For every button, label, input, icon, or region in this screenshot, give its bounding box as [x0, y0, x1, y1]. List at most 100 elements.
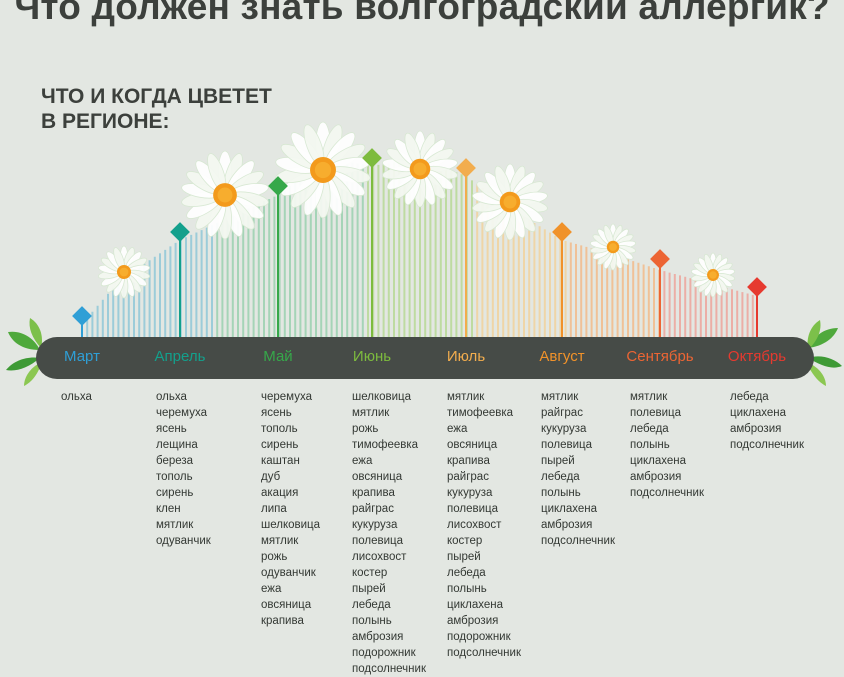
daisy-icon [275, 121, 371, 219]
daisy-icon [472, 163, 548, 241]
plant-item: амброзия [447, 615, 499, 627]
plant-item: кукуруза [447, 487, 493, 499]
month-label: Сентябрь [626, 348, 694, 365]
plant-item: акация [261, 487, 299, 499]
plant-item: костер [352, 567, 388, 579]
plant-list: мятлик полевица лебеда полынь циклахена амбро… [630, 389, 704, 501]
plant-item: овсяница [261, 599, 312, 611]
plant-item: кукуруза [541, 423, 587, 435]
plant-item: рожь [261, 551, 288, 563]
plant-item: циклахена [541, 503, 598, 515]
daisy-icon [97, 245, 151, 299]
plant-item: лебеда [541, 471, 580, 483]
plant-item: циклахена [447, 599, 504, 611]
plant-item: мятлик [630, 391, 668, 403]
plant-item: ольха [61, 391, 92, 403]
timeline-bar [36, 337, 814, 379]
plant-item: каштан [261, 455, 300, 467]
plant-item: шелковица [352, 391, 412, 403]
plant-item: полевица [352, 535, 403, 547]
plant-item: лебеда [630, 423, 669, 435]
plant-item: амброзия [352, 631, 404, 643]
plant-item: мятлик [541, 391, 579, 403]
subtitle-line-2: В РЕГИОНЕ: [41, 110, 170, 133]
daisy-icon [589, 223, 637, 271]
plant-list: мятлик тимофеевка ежа овсяница крапива райгра… [447, 389, 521, 661]
plant-item: тимофеевка [352, 439, 419, 451]
plant-item: одуванчик [156, 535, 211, 547]
plant-item: райграс [541, 407, 583, 419]
plant-item: тополь [156, 471, 193, 483]
plant-item: тимофеевка [447, 407, 514, 419]
plant-item: лебеда [352, 599, 391, 611]
month-label: Июль [446, 348, 486, 365]
month-marker [268, 176, 288, 338]
plant-item: мятлик [447, 391, 485, 403]
plant-list: черемуха ясень тополь сирень каштан дуб акация… [261, 389, 320, 629]
month-label: Август [539, 348, 585, 365]
plant-item: шелковица [261, 519, 321, 531]
plant-item: лисохвост [352, 551, 407, 563]
plant-item: подорожник [447, 631, 511, 643]
plant-item: ясень [156, 423, 187, 435]
plant-item: липа [261, 503, 287, 515]
plant-item: пырей [541, 455, 575, 467]
plant-item: полынь [541, 487, 581, 499]
plant-item: сирень [156, 487, 194, 499]
plant-item: подорожник [352, 647, 416, 659]
daisies [97, 121, 736, 299]
plant-list: лебеда циклахена амброзия подсолнечник [730, 389, 804, 453]
plant-item: ежа [447, 423, 468, 435]
plant-item: дуб [261, 471, 281, 483]
plant-item: лебеда [447, 567, 486, 579]
plant-item: кукуруза [352, 519, 398, 531]
month-marker [72, 306, 92, 338]
plant-item: черемуха [261, 391, 312, 403]
plant-item: циклахена [730, 407, 787, 419]
plant-item: ежа [352, 455, 373, 467]
left-leaves [6, 318, 42, 386]
plant-item: пырей [352, 583, 386, 595]
plant-item: подсолнечник [541, 535, 615, 547]
subtitle: ЧТО И КОГДА ЦВЕТЕТ В РЕГИОНЕ: [41, 84, 272, 134]
plant-item: подсолнечник [730, 439, 804, 451]
month-label: Апрель [154, 348, 206, 365]
plant-item: лещина [156, 439, 198, 451]
plant-item: подсолнечник [352, 663, 426, 675]
plant-item: черемуха [156, 407, 207, 419]
month-marker [747, 277, 767, 338]
page-title: Что должен знать волгоградский аллергик? [14, 0, 830, 27]
plant-item: пырей [447, 551, 481, 563]
plant-list: шелковица мятлик рожь тимофеевка ежа овсяница… [352, 389, 426, 677]
plant-item: полынь [447, 583, 487, 595]
month-label: Июнь [352, 348, 392, 365]
plant-item: подсолнечник [630, 487, 704, 499]
plant-item: амброзия [630, 471, 682, 483]
plant-item: ежа [261, 583, 282, 595]
plant-item: ясень [261, 407, 292, 419]
plant-item: крапива [261, 615, 304, 627]
plant-item: овсяница [352, 471, 403, 483]
month-marker [362, 148, 382, 338]
plant-item: крапива [352, 487, 395, 499]
plant-item: лисохвост [447, 519, 502, 531]
plant-list: ольха [61, 389, 92, 405]
plant-item: мятлик [261, 535, 299, 547]
daisy-icon [690, 252, 736, 298]
plant-item: райграс [447, 471, 489, 483]
plant-list: ольха черемуха ясень лещина береза тополь сире… [156, 389, 211, 549]
plant-item: мятлик [156, 519, 194, 531]
plant-item: клен [156, 503, 181, 515]
month-marker [456, 158, 476, 338]
plant-item: овсяница [447, 439, 498, 451]
plant-item: береза [156, 455, 194, 467]
plant-item: полынь [352, 615, 392, 627]
subtitle-line-1: ЧТО И КОГДА ЦВЕТЕТ [41, 85, 272, 108]
month-label: Октябрь [727, 348, 787, 365]
month-markers [72, 148, 767, 338]
plant-item: одуванчик [261, 567, 316, 579]
plant-list: мятлик райграс кукуруза полевица пырей лебеда… [541, 389, 615, 549]
plant-item: полевица [630, 407, 681, 419]
plant-item: полевица [541, 439, 592, 451]
